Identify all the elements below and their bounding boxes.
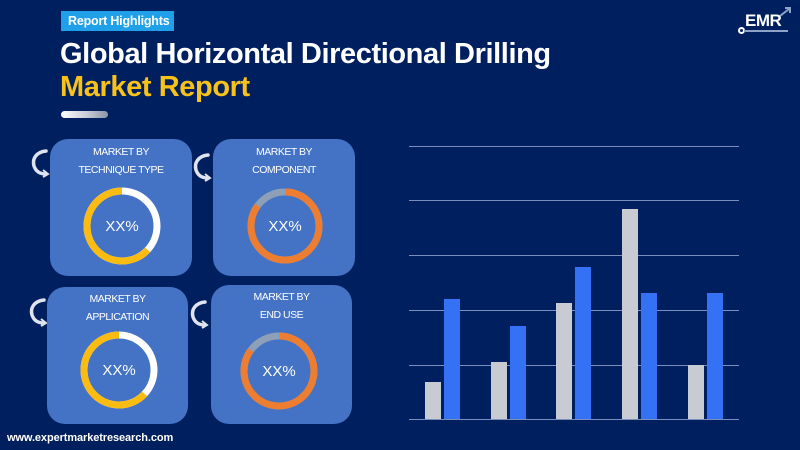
gridline <box>409 145 739 147</box>
curved-arrow-icon <box>29 298 48 327</box>
curved-arrow-icon <box>31 149 50 178</box>
card-title-line2: END USE <box>259 309 304 321</box>
gridline <box>409 364 739 366</box>
logo-text: EMR <box>745 11 782 30</box>
curved-arrow-icon <box>193 153 212 182</box>
bar-chart <box>400 130 750 430</box>
card-end-use: MARKET BY END USE XX% <box>211 285 352 424</box>
donut-value: XX% <box>102 361 136 379</box>
gridline <box>409 419 739 421</box>
emr-logo: EMR <box>738 7 794 38</box>
footer-url: www.expertmarketresearch.com <box>7 432 174 444</box>
arrow-up-right-icon <box>779 7 791 17</box>
card-technique-type: MARKET BY TECHNIQUE TYPE XX% <box>50 139 192 276</box>
donut-value: XX% <box>262 362 296 380</box>
donut-value: XX% <box>105 217 139 235</box>
bar-grey <box>490 362 507 420</box>
card-title-line1: MARKET BY <box>256 146 313 158</box>
page-subtitle: Market Report <box>60 71 250 103</box>
card-component: MARKET BY COMPONENT XX% <box>213 139 355 276</box>
card-title-line2: COMPONENT <box>252 164 316 176</box>
donut-chart: XX% <box>80 331 158 409</box>
donut-chart: XX% <box>247 188 323 264</box>
logo-tagline-bar <box>744 30 788 32</box>
curved-arrow-icon <box>190 300 209 329</box>
card-title-line2: APPLICATION <box>85 311 150 323</box>
bar-blue <box>509 325 526 420</box>
bar-grey <box>425 382 441 420</box>
bar-blue <box>641 292 658 420</box>
gridline <box>409 255 739 257</box>
bar-grey <box>687 364 704 420</box>
gridline <box>409 200 739 202</box>
title-underline-pill <box>61 111 108 118</box>
gridline <box>409 309 739 311</box>
bar-blue <box>575 266 592 420</box>
report-highlights-badge: Report Highlights <box>61 11 174 31</box>
donut-chart: XX% <box>240 332 318 410</box>
card-title-line1: MARKET BY <box>253 291 311 303</box>
page-title: Global Horizontal Directional Drilling <box>60 38 551 70</box>
donut-value: XX% <box>268 217 302 235</box>
bar-grey <box>622 208 639 420</box>
card-title-line1: MARKET BY <box>93 146 150 158</box>
bar-blue <box>706 292 723 420</box>
card-application: MARKET BY APPLICATION XX% <box>47 287 188 424</box>
donut-chart: XX% <box>83 187 161 265</box>
card-title-line1: MARKET BY <box>89 293 147 305</box>
bar-grey <box>556 303 573 420</box>
card-title-line2: TECHNIQUE TYPE <box>78 164 165 176</box>
bar-blue <box>444 298 460 420</box>
